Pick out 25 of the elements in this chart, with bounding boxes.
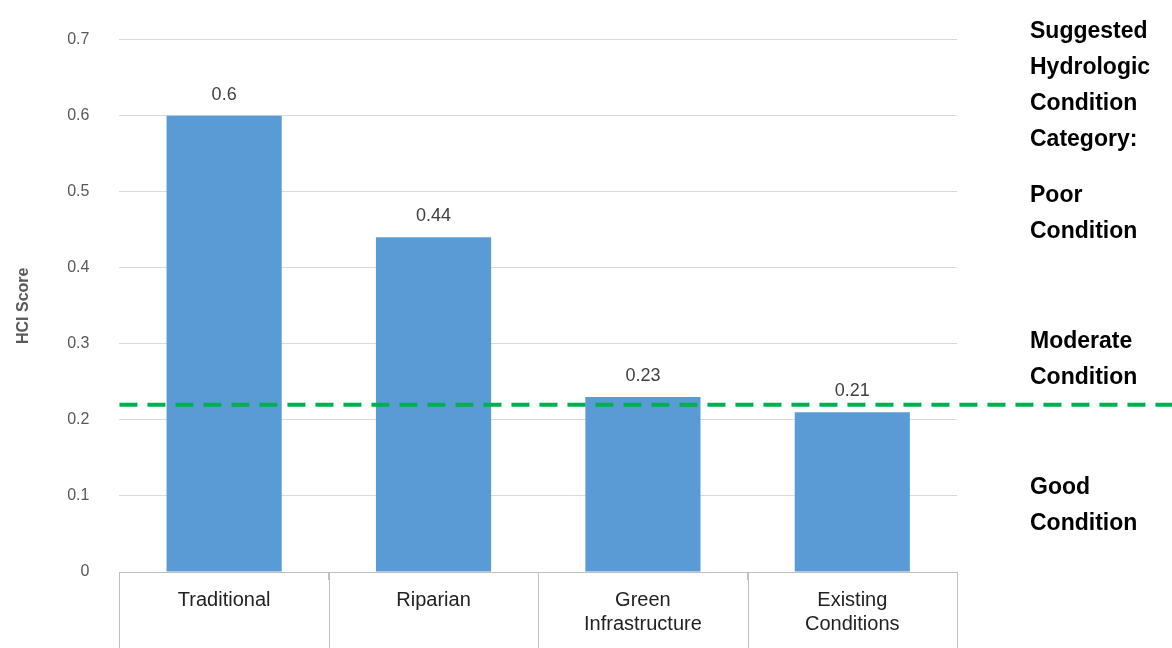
- text: Suggested Hydrologic Condition Category:: [1030, 16, 1152, 153]
- data-label: 0.6: [211, 83, 237, 104]
- text: Good Condition: [1030, 472, 1139, 537]
- data-label: 0.23: [625, 365, 661, 386]
- y-tick-label: 0.3: [67, 334, 90, 352]
- x-tick-label: Existing Conditions: [805, 587, 900, 634]
- y-tick-label: 0: [80, 562, 90, 580]
- y-tick-label: 0.7: [67, 30, 90, 48]
- bar: [794, 412, 910, 572]
- bar: [585, 397, 701, 572]
- data-label: 0.21: [834, 380, 870, 401]
- y-tick-label: 0.6: [67, 106, 90, 124]
- y-axis-title: HCI Score: [14, 267, 32, 345]
- text: Poor Condition: [1030, 180, 1139, 245]
- x-tick-label: Riparian: [396, 587, 471, 610]
- y-tick-label: 0.5: [67, 182, 90, 200]
- data-label: 0.44: [416, 205, 452, 226]
- x-tick-label: Green Infrastructure: [584, 587, 702, 634]
- bar: [375, 237, 492, 572]
- x-tick-label: Traditional: [177, 587, 271, 610]
- text: Moderate Condition: [1030, 326, 1139, 391]
- y-tick-label: 0.4: [67, 258, 90, 276]
- y-tick-label: 0.2: [67, 410, 90, 428]
- bar: [166, 115, 282, 572]
- y-tick-label: 0.1: [67, 486, 90, 504]
